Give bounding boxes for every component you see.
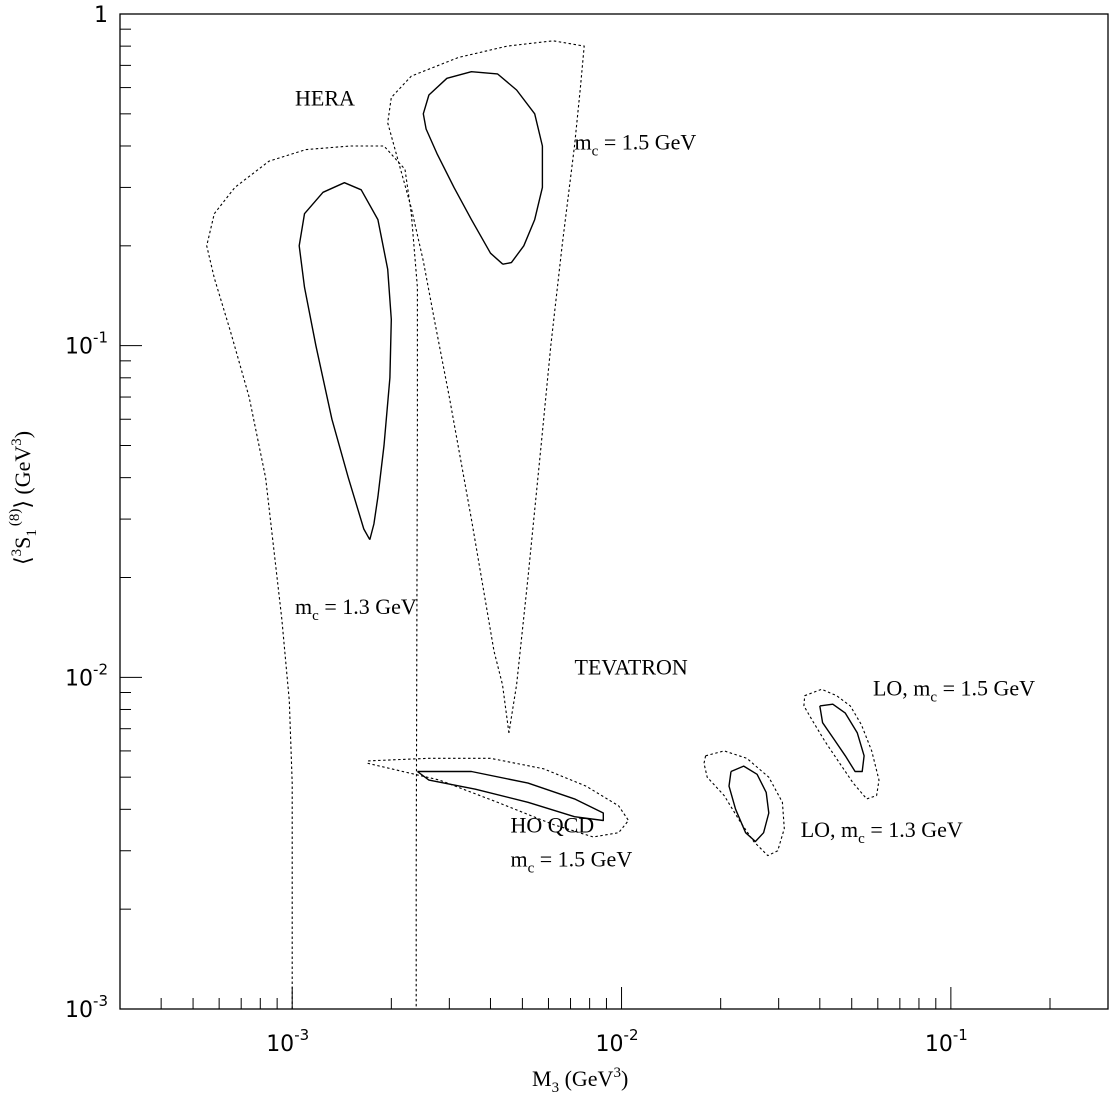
contour-hera-mc13-solid [298, 182, 392, 541]
annotation-hera: HERA [295, 85, 355, 110]
contour-hera-mc15-solid [422, 71, 544, 265]
annotation-lo-13: LO, mc = 1.3 GeV [801, 817, 963, 847]
annotation-mc15-hera: mc = 1.5 GeV [575, 130, 697, 160]
x-axis-title: M3 (GeV3) [532, 1065, 628, 1096]
annotation-mc13-hera: mc = 1.3 GeV [295, 594, 417, 624]
contour-lo-mc13-dotted [703, 750, 785, 857]
contour-ho-qcd-dotted [367, 757, 630, 838]
y-tick-label: 10-1 [65, 329, 108, 360]
y-tick-label: 1 [94, 3, 108, 28]
axis-ticks [119, 13, 1109, 1010]
annotation-tevatron: TEVATRON [575, 654, 688, 679]
contour-hera-mc15-dotted [387, 40, 585, 733]
annotation-ho-qcd: HO QCD mc = 1.5 GeV [510, 813, 632, 877]
contour-lo-mc15-dotted [803, 688, 880, 800]
y-tick-label: 10-3 [65, 992, 108, 1023]
contour-hera-mc13-dotted [206, 145, 418, 1009]
contour-ho-qcd-solid [416, 770, 604, 822]
contour-lo-mc15-solid [819, 703, 865, 773]
x-tick-label: 10-2 [596, 1026, 639, 1057]
contour-lines [206, 40, 880, 1009]
x-tick-label: 10-3 [266, 1026, 309, 1057]
plot-frame [119, 13, 1109, 1010]
annotations: HERA mc = 1.5 GeV mc = 1.3 GeV TEVATRON LO, … [295, 85, 1035, 876]
x-tick-label: 10-1 [925, 1026, 968, 1057]
tick-labels: 10-3 10-2 10-1 10-3 10-2 10-1 1 [65, 3, 968, 1057]
y-axis-title: ⟨3S1(8)⟩ (GeV3) [7, 431, 40, 565]
annotation-lo-15: LO, mc = 1.5 GeV [873, 676, 1035, 706]
contour-lo-mc13-solid [728, 765, 770, 843]
y-tick-label: 10-2 [65, 660, 108, 691]
